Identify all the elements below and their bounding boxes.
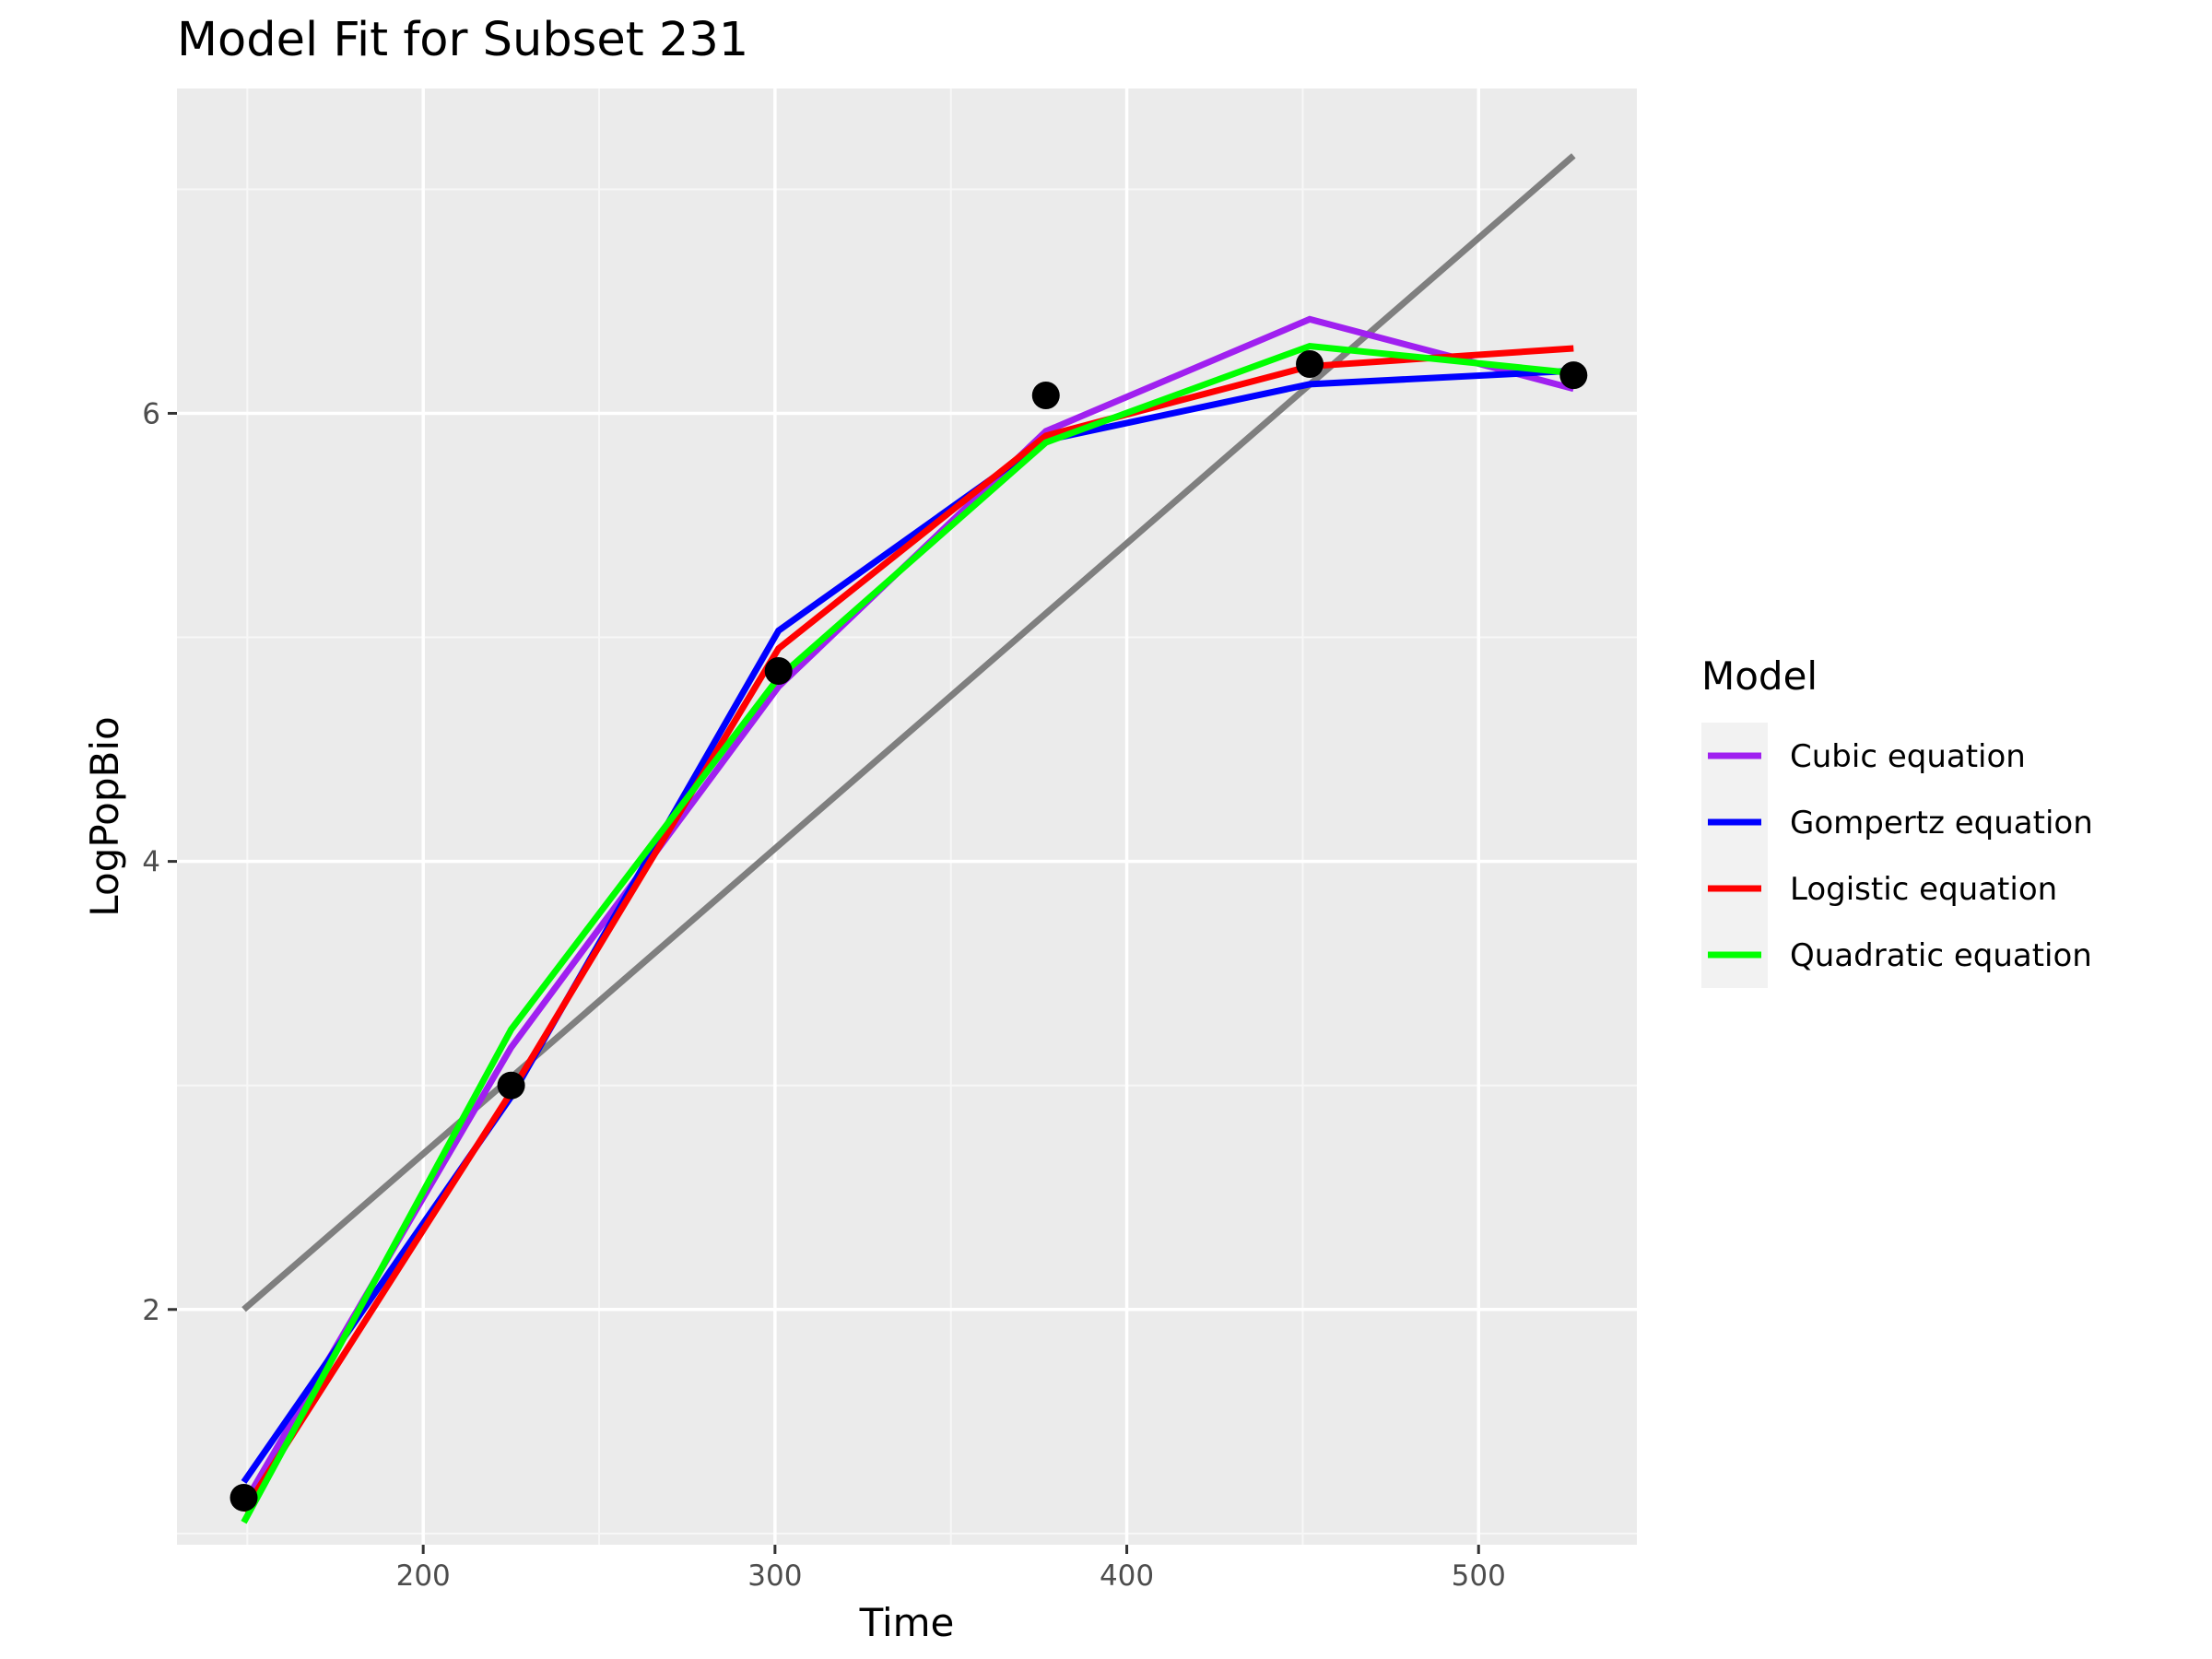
axes: 200 300 400 500 2 4 6 [142,397,1506,1593]
grid-major [177,88,1637,1545]
legend-title: Model [1701,653,1818,699]
x-tick-label: 400 [1100,1559,1154,1593]
x-axis-title: Time [859,1600,955,1645]
y-tick-label: 6 [142,397,160,430]
legend-label-gompertz-equation: Gompertz equation [1790,805,2093,841]
y-tick-label: 2 [142,1294,160,1327]
data-points [229,349,1588,1512]
grid-minor [177,88,1637,1545]
series-line-quadratic-equation [241,342,1574,1524]
legend: Model Cubic equation Gompertz equation Log… [1701,653,2093,988]
data-point [1296,349,1324,378]
legend-label-quadratic-equation: Quadratic equation [1790,937,2092,974]
chart-title: Model Fit for Subset 231 [177,13,748,67]
y-axis-title: LogPopBio [82,716,127,916]
fit-lines [241,153,1576,1524]
x-tick-label: 500 [1452,1559,1506,1593]
legend-label-logistic-equation: Logistic equation [1790,871,2057,908]
data-point [1031,382,1060,410]
x-tick-label: 300 [747,1559,802,1593]
series-line-logistic-equation [241,345,1574,1513]
x-tick-label: 200 [396,1559,451,1593]
data-point [497,1071,525,1100]
data-point [229,1483,258,1512]
legend-label-cubic-equation: Cubic equation [1790,738,2026,775]
plot-panel [177,88,1637,1545]
data-point [764,657,793,685]
legend-items: Cubic equation Gompertz equation Logistic … [1701,723,2093,988]
data-point [1559,361,1588,390]
y-tick-label: 4 [142,846,160,879]
